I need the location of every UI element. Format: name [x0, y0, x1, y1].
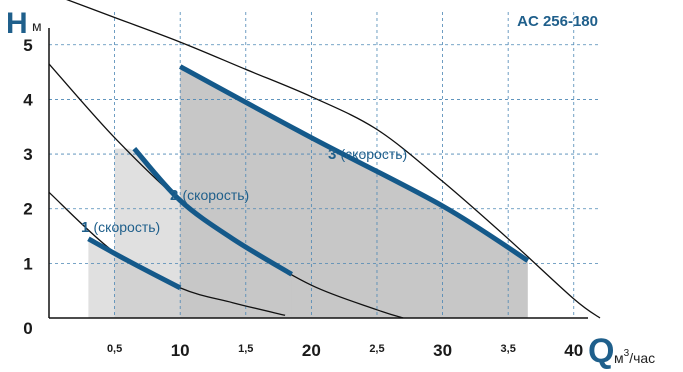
- x-tick-label-10: 10: [171, 341, 190, 360]
- chart-title: AC 256-180: [517, 13, 598, 30]
- operating-segments: [87, 64, 530, 291]
- x-tick-label-40: 40: [564, 341, 583, 360]
- x-tick-label-30: 30: [433, 341, 452, 360]
- zone-series-3: [180, 66, 528, 318]
- x-axis-unit-tail: /час: [629, 350, 655, 366]
- x-axis-unit-base: м: [614, 350, 624, 366]
- x-axis-unit-sup: 3: [624, 348, 630, 359]
- y-tick-label-2: 2: [23, 200, 32, 219]
- y-axis-unit: м: [32, 18, 42, 34]
- x-tick-label-20: 20: [302, 341, 321, 360]
- annotation-number: 2: [170, 187, 183, 204]
- axes: [48, 28, 588, 319]
- annotation-number: 3: [328, 146, 341, 163]
- origin-label: 0: [23, 319, 32, 338]
- annotation-word: (скорость): [94, 219, 161, 235]
- annotation-series-1: 1 (скорость): [81, 219, 160, 236]
- annotation-word: (скорость): [183, 187, 250, 203]
- x-minor-tick-label-2-5: 2,5: [369, 343, 384, 355]
- x-minor-tick-label-3-5: 3,5: [501, 343, 516, 355]
- series-annotations: 1 (скорость)2 (скорость)3 (скорость): [81, 146, 407, 236]
- x-minor-tick-label-0-5: 0,5: [107, 343, 122, 355]
- curve-series-3: [66, 0, 601, 319]
- operating-series-2: [132, 146, 293, 277]
- y-tick-label-5: 5: [23, 36, 32, 55]
- annotation-series-2: 2 (скорость): [170, 187, 249, 204]
- operating-series-3: [179, 64, 530, 263]
- annotation-series-3: 3 (скорость): [328, 146, 407, 163]
- y-tick-label-3: 3: [23, 145, 32, 164]
- x-minor-tick-label-1-5: 1,5: [238, 343, 253, 355]
- zone-series-1: [88, 238, 181, 318]
- y-tick-label-1: 1: [23, 254, 32, 273]
- operating-zones: [88, 66, 528, 318]
- operating-series-1: [87, 236, 182, 291]
- annotation-word: (скорость): [341, 146, 408, 162]
- grid-lines: [49, 12, 600, 318]
- x-axis-unit: м3/час: [614, 348, 655, 366]
- x-axis-letter: Q: [588, 332, 614, 370]
- y-axis-letter: H: [6, 7, 28, 40]
- y-tick-label-4: 4: [23, 90, 33, 109]
- annotation-number: 1: [81, 219, 94, 236]
